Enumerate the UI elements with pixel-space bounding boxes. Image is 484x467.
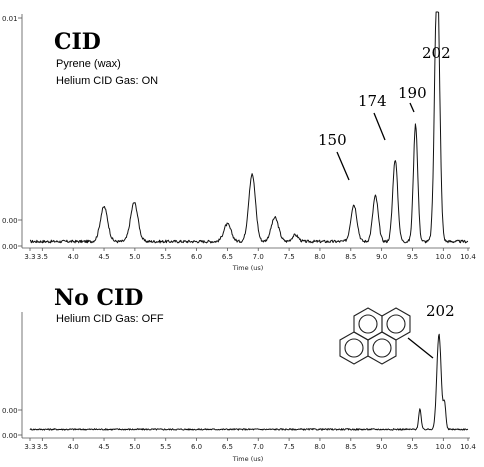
x-tick-label: 6.0 bbox=[191, 253, 202, 261]
pyrene-structure-icon bbox=[339, 307, 411, 365]
y-tick-label-no-cid: 0.00 bbox=[2, 407, 18, 415]
x-tick-label: 8.0 bbox=[314, 443, 325, 451]
trace-no-cid bbox=[29, 333, 469, 431]
x-tick-label: 4.0 bbox=[68, 443, 79, 451]
x-tick-label: 10.4 bbox=[460, 443, 476, 451]
peak-label-190: 190 bbox=[398, 84, 427, 102]
x-tick-label: 9.5 bbox=[407, 443, 418, 451]
x-tick-label: 6.5 bbox=[222, 253, 233, 261]
x-tick-label: 3.3 bbox=[24, 443, 35, 451]
x-tick-label: 8.5 bbox=[345, 443, 356, 451]
x-tick-label: 9.0 bbox=[376, 253, 387, 261]
peak-leader-202-no-cid bbox=[407, 337, 434, 359]
x-tick-label: 7.5 bbox=[284, 253, 295, 261]
x-tick-label: 8.0 bbox=[314, 253, 325, 261]
x-ticks-cid: 3.3 3.5 4.0 4.5 5.0 5.5 6.0 6.5 7.0 7.5 8.0 8.5 9.0 9… bbox=[24, 248, 476, 261]
x-tick-label: 3.5 bbox=[37, 443, 48, 451]
x-tick-label: 5.5 bbox=[160, 443, 171, 451]
x-tick-label: 5.5 bbox=[160, 253, 171, 261]
x-tick-label: 7.0 bbox=[253, 443, 264, 451]
x-tick-label: 4.5 bbox=[98, 443, 109, 451]
panel-title-cid: CID bbox=[54, 29, 101, 55]
trace-cid bbox=[29, 11, 469, 244]
panel-title-no-cid: No CID bbox=[54, 285, 143, 311]
x-tick-label: 3.3 bbox=[24, 253, 35, 261]
panel-cid: 0.01 0.00 0.00 3.3 3.5 4.0 4.5 5.0 5.5 6.0 6.5 7… bbox=[2, 11, 476, 272]
x-tick-label: 3.5 bbox=[37, 253, 48, 261]
x-tick-label: 8.5 bbox=[345, 253, 356, 261]
x-axis-label-cid: Time (us) bbox=[232, 264, 264, 272]
x-tick-label: 9.0 bbox=[376, 443, 387, 451]
x-tick-label: 4.0 bbox=[68, 253, 79, 261]
y-tick-label-cid: 0.01 bbox=[2, 15, 18, 23]
x-ticks-no-cid: 3.3 3.5 4.0 4.5 5.0 5.5 6.0 6.5 7.0 7.5 8.0 8.5 9.0 9… bbox=[24, 438, 476, 451]
x-tick-label: 4.5 bbox=[98, 253, 109, 261]
peak-label-202-no-cid: 202 bbox=[426, 302, 455, 320]
x-tick-label: 7.0 bbox=[253, 253, 264, 261]
subtitle-cid-line2: Helium CID Gas: ON bbox=[56, 75, 158, 87]
x-tick-label: 6.0 bbox=[191, 443, 202, 451]
peak-label-202-cid: 202 bbox=[422, 44, 451, 62]
y-tick-label-no-cid: 0.00 bbox=[2, 432, 18, 440]
peak-label-150: 150 bbox=[318, 131, 347, 149]
subtitle-cid-line1: Pyrene (wax) bbox=[56, 58, 121, 70]
x-tick-label: 9.5 bbox=[407, 253, 418, 261]
x-tick-label: 5.0 bbox=[129, 443, 140, 451]
x-tick-label: 10.4 bbox=[460, 253, 476, 261]
y-tick-label-cid: 0.00 bbox=[2, 243, 18, 251]
x-tick-label: 10.0 bbox=[436, 443, 452, 451]
peak-leader-150 bbox=[336, 151, 350, 181]
y-tick-label-cid: 0.00 bbox=[2, 217, 18, 225]
peak-label-174: 174 bbox=[358, 92, 387, 110]
x-axis-label-no-cid: Time (us) bbox=[232, 455, 264, 463]
x-tick-label: 6.5 bbox=[222, 443, 233, 451]
peak-leader-190 bbox=[409, 102, 415, 113]
peak-leader-174 bbox=[373, 112, 386, 141]
x-tick-label: 10.0 bbox=[436, 253, 452, 261]
x-tick-label: 7.5 bbox=[284, 443, 295, 451]
subtitle-no-cid: Helium CID Gas: OFF bbox=[56, 313, 164, 325]
panel-no-cid: 0.00 0.00 3.3 3.5 4.0 4.5 5.0 5.5 6.0 6.5 7.0 7.5… bbox=[2, 285, 476, 463]
x-tick-label: 5.0 bbox=[129, 253, 140, 261]
